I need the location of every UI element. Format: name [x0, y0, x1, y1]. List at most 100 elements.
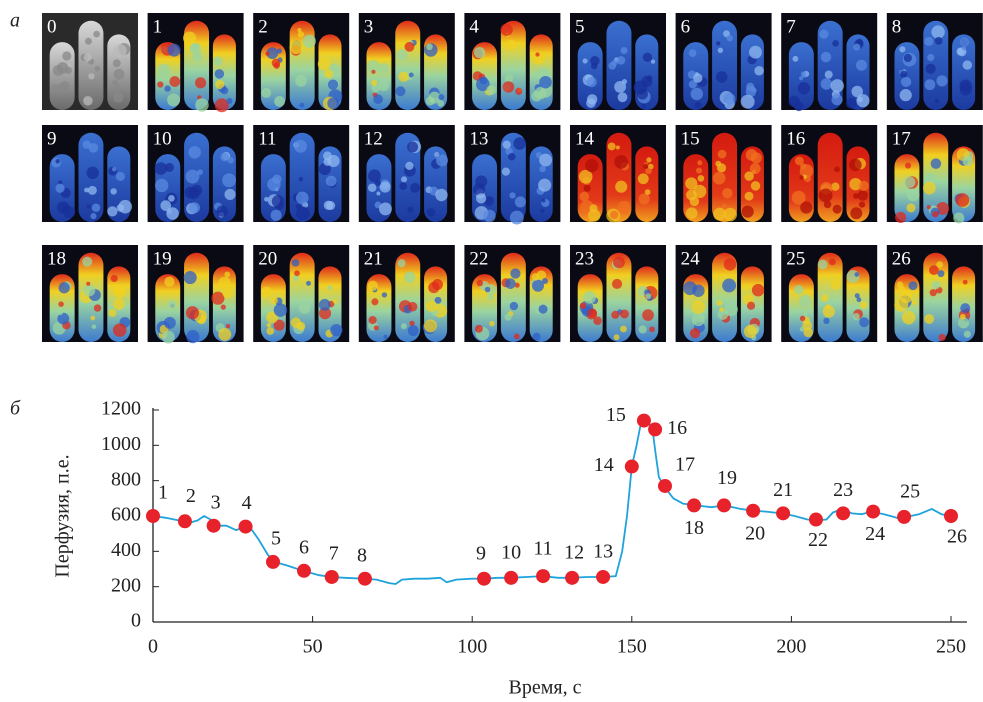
spot [216, 205, 228, 217]
spot [645, 293, 652, 300]
data-point [717, 498, 732, 513]
spot [924, 36, 934, 46]
point-label: 20 [745, 522, 765, 544]
spot [297, 27, 302, 33]
spot [697, 160, 703, 166]
spot [330, 324, 343, 337]
thumbnail: 0 [42, 13, 138, 111]
spot [962, 60, 972, 70]
spot [297, 31, 305, 38]
spot [908, 281, 918, 291]
data-point [206, 518, 221, 533]
spot [214, 69, 225, 79]
spot [960, 303, 971, 314]
spot [962, 279, 968, 285]
spot [438, 94, 445, 101]
spot [376, 191, 381, 196]
spot [693, 73, 703, 83]
spot [489, 320, 495, 327]
spot [183, 271, 197, 285]
spot [953, 212, 965, 224]
spot [849, 158, 862, 172]
spot [168, 195, 175, 202]
finger [606, 132, 632, 222]
spot [502, 81, 515, 93]
spot [579, 302, 587, 310]
spot [931, 25, 945, 39]
spot [371, 79, 378, 87]
spot [182, 31, 197, 45]
thumbnail-label: 10 [153, 128, 172, 149]
spot [819, 29, 829, 39]
spot [64, 66, 72, 75]
spot [383, 334, 388, 339]
spot [186, 330, 200, 344]
spot [379, 202, 392, 216]
spot [379, 181, 391, 193]
spot [688, 80, 697, 89]
spot [327, 285, 333, 290]
spot [749, 163, 761, 175]
spot [395, 86, 406, 97]
spot [686, 189, 697, 201]
spot [195, 98, 209, 112]
thumbnail-label: 23 [575, 248, 594, 269]
spot [538, 178, 552, 192]
spot [617, 201, 631, 215]
spot [716, 299, 723, 306]
spot [852, 312, 860, 321]
data-point [146, 509, 160, 523]
spot [373, 94, 383, 105]
thumbnail: 2 [253, 13, 350, 111]
spot [587, 209, 601, 222]
spot [723, 258, 737, 271]
spot [475, 175, 488, 188]
spot [820, 51, 832, 63]
spot [906, 188, 920, 202]
thumbnail: 21 [358, 245, 455, 342]
spot [850, 207, 863, 220]
point-label: 22 [808, 529, 828, 551]
finger [212, 34, 236, 111]
spot [58, 301, 64, 307]
spot [802, 320, 813, 331]
spot [296, 321, 306, 331]
finger [49, 42, 75, 110]
spot [165, 162, 175, 172]
spot [437, 100, 445, 107]
spot [167, 93, 181, 107]
thumbnail-label: 11 [258, 128, 276, 149]
spot [611, 310, 620, 319]
spot [371, 298, 379, 306]
spot [318, 298, 331, 311]
spot [611, 278, 623, 289]
spot [214, 98, 229, 113]
spot [476, 279, 484, 287]
thumbnail: 12 [358, 125, 455, 222]
spot [646, 157, 652, 163]
spot [541, 198, 546, 203]
spot [858, 201, 866, 208]
spot [851, 85, 863, 98]
spot [694, 101, 702, 109]
spot [713, 207, 727, 221]
spot [614, 80, 627, 93]
spot [587, 308, 597, 318]
finger [155, 42, 181, 110]
point-label: 21 [773, 479, 793, 501]
x-tick-label: 0 [148, 636, 158, 658]
thumbnail-label: 1 [153, 16, 163, 37]
data-point [657, 478, 672, 493]
spot [715, 71, 728, 83]
spot [114, 84, 121, 91]
spot [94, 65, 101, 72]
spot [799, 175, 804, 180]
spot [295, 206, 310, 221]
point-label: 17 [675, 454, 695, 476]
thumbnail: 7 [781, 13, 878, 112]
spot [327, 154, 340, 168]
spot [900, 290, 913, 304]
spot [690, 87, 703, 101]
